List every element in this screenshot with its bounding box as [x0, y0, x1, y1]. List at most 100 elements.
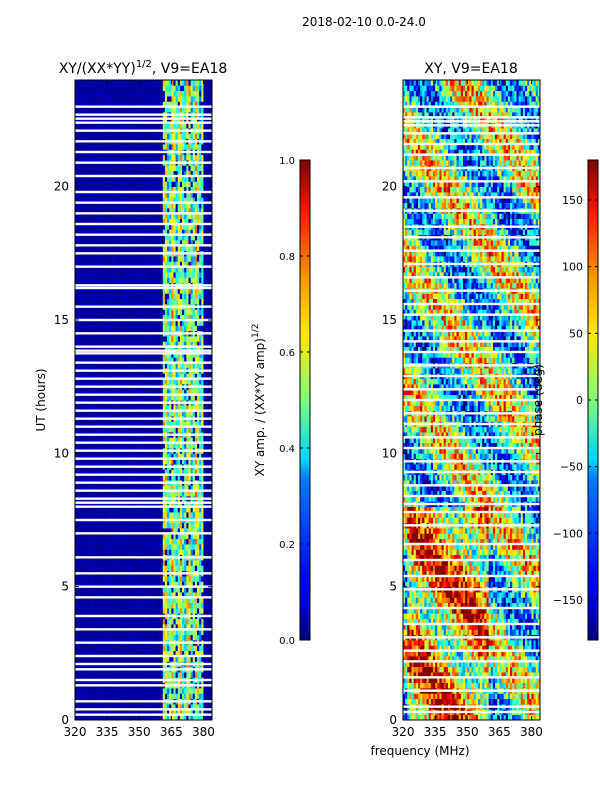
heatmap-cell: [113, 437, 117, 444]
heatmap-cell: [130, 453, 134, 460]
heatmap-cell: [143, 336, 147, 342]
heatmap-cell: [115, 325, 119, 332]
heatmap-cell: [130, 336, 134, 342]
heatmap-cell: [132, 309, 136, 316]
heatmap-cell: [156, 373, 159, 380]
heatmap-cell: [109, 458, 112, 465]
heatmap-cell: [207, 490, 211, 497]
heatmap-cell: [79, 618, 82, 625]
heatmap-cell: [188, 634, 191, 641]
heatmap-cell: [156, 560, 159, 566]
heatmap-cell: [139, 405, 142, 412]
heatmap-cell: [186, 597, 189, 604]
heatmap-cell: [205, 608, 209, 614]
heatmap-cell: [141, 709, 144, 716]
heatmap-cell: [188, 522, 191, 529]
heatmap-cell: [98, 474, 102, 481]
heatmap-cell: [79, 352, 82, 358]
heatmap-cell: [126, 336, 129, 342]
heatmap-cell: [175, 522, 179, 529]
heatmap-cell: [107, 373, 110, 380]
heatmap-cell: [158, 426, 162, 433]
heatmap-cell: [205, 688, 209, 694]
heatmap-cell: [203, 426, 206, 433]
heatmap-cell: [75, 469, 78, 476]
heatmap-cell: [115, 352, 119, 358]
heatmap-cell: [102, 544, 106, 550]
heatmap-cell: [132, 560, 136, 566]
heatmap-cell: [124, 576, 127, 582]
heatmap-cell: [107, 336, 110, 342]
heatmap-cell: [152, 389, 155, 396]
heatmap-cell: [169, 394, 172, 401]
heatmap-cell: [117, 586, 121, 593]
heatmap-cell: [128, 394, 132, 401]
heatmap-cell: [147, 426, 151, 433]
heatmap-cell: [94, 597, 97, 604]
heatmap-cell: [141, 528, 144, 534]
heatmap-cell: [182, 597, 185, 604]
heatmap-cell: [158, 538, 162, 545]
heatmap-cell: [113, 602, 117, 609]
heatmap-cell: [130, 608, 134, 614]
heatmap-cell: [141, 608, 144, 614]
heatmap-cell: [134, 656, 138, 662]
heatmap-cell: [122, 549, 125, 556]
heatmap-cell: [115, 490, 119, 497]
heatmap-cell: [156, 634, 159, 641]
heatmap-cell: [154, 629, 157, 636]
heatmap-cell: [137, 405, 140, 412]
heatmap-cell: [87, 325, 91, 332]
heatmap-cell: [79, 544, 82, 550]
heatmap-cell: [111, 704, 114, 710]
heatmap-cell: [167, 506, 170, 513]
heatmap-cell: [164, 512, 168, 518]
heatmap-cell: [115, 656, 119, 662]
heatmap-cell: [85, 592, 89, 598]
heatmap-cell: [109, 629, 112, 636]
heatmap-cell: [113, 458, 117, 465]
heatmap-cell: [122, 373, 125, 380]
heatmap-cell: [162, 549, 166, 556]
heatmap-cell: [162, 560, 166, 566]
heatmap-cell: [182, 538, 185, 545]
heatmap-cell: [158, 634, 162, 641]
heatmap-cell: [173, 362, 177, 369]
heatmap-cell: [171, 437, 174, 444]
heatmap-cell: [119, 352, 123, 358]
heatmap-cell: [134, 314, 138, 321]
heatmap-cell: [169, 410, 172, 417]
heatmap-cell: [126, 341, 129, 348]
heatmap-cell: [81, 357, 84, 364]
heatmap-cell: [119, 597, 123, 604]
heatmap-cell: [209, 538, 212, 545]
heatmap-cell: [119, 704, 123, 710]
heatmap-cell: [128, 608, 132, 614]
heatmap-cell: [96, 410, 99, 417]
heatmap-cell: [199, 602, 202, 609]
heatmap-cell: [207, 389, 211, 396]
heatmap-cell: [102, 624, 106, 630]
heatmap-cell: [122, 538, 125, 545]
heatmap-cell: [128, 688, 132, 694]
heatmap-cell: [124, 608, 127, 614]
heatmap-cell: [179, 565, 183, 572]
heatmap-cell: [197, 597, 200, 604]
heatmap-cell: [102, 405, 106, 412]
heatmap-cell: [113, 581, 117, 588]
heatmap-cell: [89, 592, 93, 598]
heatmap-cell: [132, 709, 136, 716]
heatmap-cell: [203, 522, 206, 529]
heatmap-cell: [134, 618, 138, 625]
heatmap-cell: [87, 490, 91, 497]
heatmap-cell: [139, 602, 142, 609]
heatmap-cell: [194, 693, 198, 700]
heatmap-cell: [141, 650, 144, 657]
heatmap-cell: [94, 394, 97, 401]
heatmap-cell: [171, 405, 174, 412]
heatmap-cell: [107, 688, 110, 694]
heatmap-cell: [113, 714, 117, 720]
heatmap-cell: [160, 645, 164, 652]
heatmap-cell: [124, 341, 127, 348]
heatmap-cell: [75, 453, 78, 460]
